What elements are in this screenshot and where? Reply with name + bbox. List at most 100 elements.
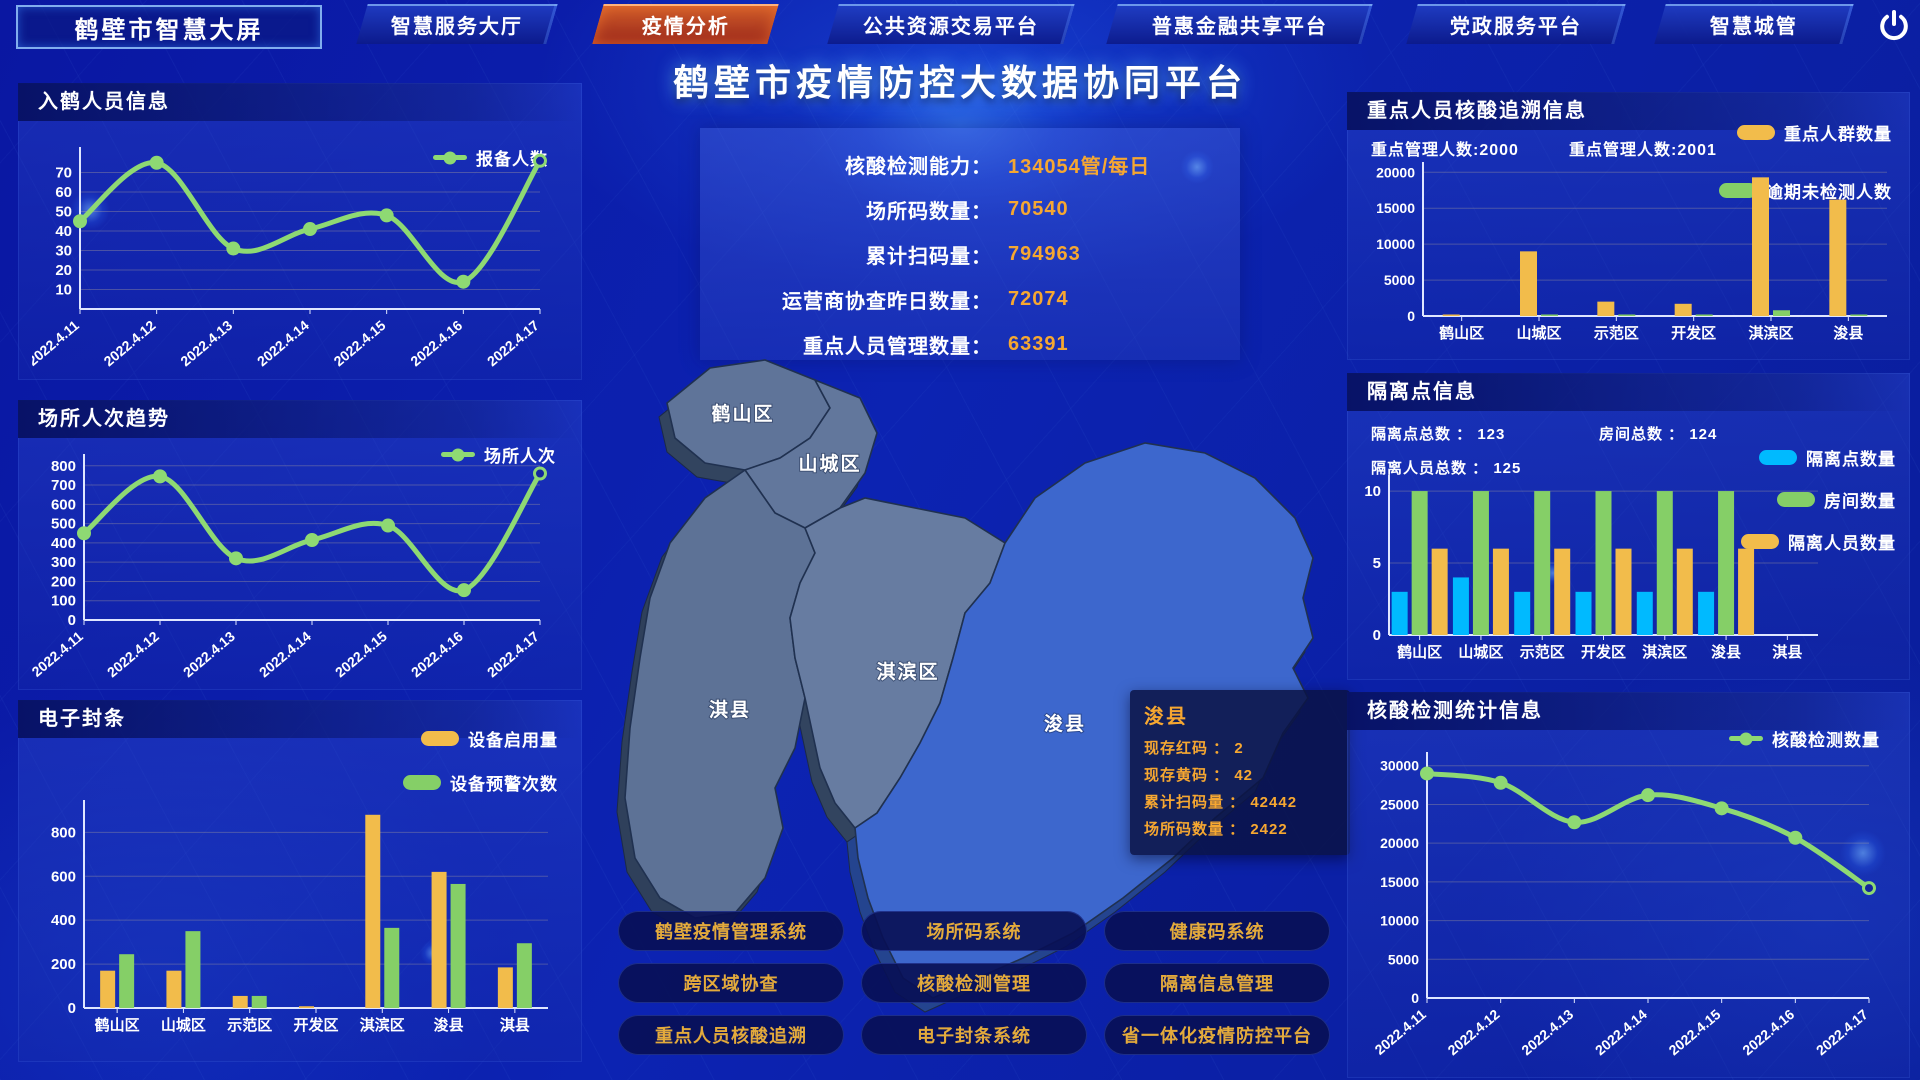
svg-text:2022.4.12: 2022.4.12 (101, 317, 159, 369)
bar-legend-glyph (1777, 492, 1815, 507)
panel-key-person-trace: 重点人员核酸追溯信息 重点管理人数:2000 重点管理人数:2001 重点人群数… (1347, 92, 1910, 360)
btn-key-person-trace[interactable]: 重点人员核酸追溯 (618, 1015, 844, 1055)
stat-value: 70540 (1008, 198, 1069, 220)
svg-text:20: 20 (55, 262, 72, 279)
chart-venue-visits: 0 100 200 300 400 500 600 700 800 2022.4.11 2022.4… (32, 454, 547, 680)
svg-text:400: 400 (51, 535, 76, 552)
btn-cross-region-check[interactable]: 跨区域协查 (618, 963, 844, 1003)
svg-text:20000: 20000 (1376, 164, 1415, 180)
svg-text:浚县: 浚县 (1044, 712, 1086, 735)
tab-smart-service-hall[interactable]: 智慧服务大厅 (356, 4, 558, 44)
stat-label: 运营商协查昨日数量： (782, 291, 992, 313)
svg-text:5000: 5000 (1388, 951, 1419, 967)
panel-title: 隔离点信息 (1347, 373, 1910, 411)
stat-label: 核酸检测能力： (845, 156, 992, 178)
svg-text:2022.4.11: 2022.4.11 (32, 317, 82, 369)
svg-text:开发区: 开发区 (1671, 324, 1716, 342)
power-icon[interactable] (1876, 8, 1912, 44)
svg-text:10000: 10000 (1380, 913, 1419, 929)
btn-venue-code-system[interactable]: 场所码系统 (861, 911, 1087, 951)
svg-text:开发区: 开发区 (293, 1016, 338, 1034)
svg-text:300: 300 (51, 554, 76, 571)
svg-text:2022.4.11: 2022.4.11 (32, 628, 86, 680)
tooltip-title: 浚县 (1144, 706, 1188, 728)
svg-text:2022.4.17: 2022.4.17 (1813, 1006, 1871, 1058)
svg-text:浚县: 浚县 (1711, 643, 1741, 661)
btn-epidemic-mgmt-system[interactable]: 鹤壁疫情管理系统 (618, 911, 844, 951)
svg-text:2022.4.17: 2022.4.17 (484, 628, 542, 680)
svg-text:0: 0 (1407, 308, 1415, 324)
legend-overdue: 逾期未检测人数 (1719, 178, 1892, 203)
stat-label: 累计扫码量： (866, 246, 992, 268)
svg-text:鹤山区: 鹤山区 (1439, 324, 1484, 342)
svg-text:淇县: 淇县 (709, 698, 751, 721)
legend-key-group: 重点人群数量 (1737, 120, 1892, 145)
btn-eseal-system[interactable]: 电子封条系统 (861, 1015, 1087, 1055)
svg-text:0: 0 (1411, 990, 1419, 1006)
svg-text:2022.4.15: 2022.4.15 (331, 317, 389, 369)
svg-text:10: 10 (1364, 483, 1381, 500)
svg-text:鹤山区: 鹤山区 (95, 1016, 140, 1034)
stat-value: 72074 (1008, 288, 1069, 310)
svg-text:800: 800 (51, 458, 76, 475)
panel-title: 重点人员核酸追溯信息 (1347, 92, 1910, 130)
svg-text:2022.4.14: 2022.4.14 (256, 628, 314, 680)
bar-legend-glyph (1719, 183, 1757, 198)
stat-managed-count-2: 重点管理人数:2001 (1569, 142, 1717, 159)
chart-nucleic-test-stats: 0 5000 10000 15000 20000 25000 30000 2022.4.11 2… (1372, 752, 1876, 1058)
stat-person-total: 隔离人员总数 ： 125 (1371, 460, 1522, 477)
tab-public-resource-trading[interactable]: 公共资源交易平台 (827, 4, 1075, 44)
svg-text:2022.4.14: 2022.4.14 (254, 317, 312, 369)
svg-text:700: 700 (51, 477, 76, 494)
page-title: 鹤壁市疫情防控大数据协同平台 (672, 62, 1247, 103)
svg-text:鹤山区: 鹤山区 (1397, 643, 1442, 661)
panel-title: 电子封条 (18, 700, 582, 738)
summary-stats-panel: 核酸检测能力： 134054管/每日 场所码数量： 70540 累计扫码量： 7949… (700, 128, 1240, 360)
legend-quarantine-points: 隔离点数量 (1759, 445, 1896, 470)
svg-text:600: 600 (51, 496, 76, 513)
svg-text:2022.4.12: 2022.4.12 (1445, 1006, 1503, 1058)
chart-quarantine-points: 0 5 10 鹤山区 山城区 示范区 开发区 淇滨区 浚县 淇县 (1364, 475, 1818, 661)
svg-text:200: 200 (51, 956, 76, 973)
tab-smart-urban-mgmt[interactable]: 智慧城管 (1654, 4, 1854, 44)
stat-value: 63391 (1008, 333, 1069, 355)
svg-text:淇滨区: 淇滨区 (1642, 643, 1687, 661)
svg-text:30: 30 (55, 243, 72, 260)
line-legend-glyph (441, 448, 475, 461)
svg-text:淇县: 淇县 (1772, 643, 1802, 661)
legend-rooms: 房间数量 (1777, 487, 1896, 512)
svg-text:100: 100 (51, 593, 76, 610)
tooltip-row: 现存黄码 ： 42 (1144, 767, 1254, 784)
svg-text:示范区: 示范区 (1520, 643, 1565, 661)
stat-row: 核酸检测能力： 134054管/每日 (700, 142, 1240, 187)
btn-provincial-platform[interactable]: 省一体化疫情防控平台 (1104, 1015, 1330, 1055)
btn-nucleic-test-mgmt[interactable]: 核酸检测管理 (861, 963, 1087, 1003)
legend-device-alerts: 设备预警次数 (403, 770, 558, 795)
tab-inclusive-finance[interactable]: 普惠金融共享平台 (1106, 4, 1373, 44)
svg-text:2022.4.16: 2022.4.16 (408, 628, 466, 680)
chart-incoming-persons: 10 20 30 40 50 60 70 2022.4.11 2022.4.12 2022.4.1… (32, 147, 547, 369)
svg-text:40: 40 (55, 223, 72, 240)
tab-epidemic-analysis[interactable]: 疫情分析 (592, 4, 779, 44)
stat-row: 运营商协查昨日数量： 72074 (700, 277, 1240, 322)
tab-party-gov-service[interactable]: 党政服务平台 (1406, 4, 1626, 44)
btn-quarantine-info-mgmt[interactable]: 隔离信息管理 (1104, 963, 1330, 1003)
app-logo: 鹤壁市智慧大屏 (16, 5, 322, 49)
svg-text:500: 500 (51, 516, 76, 533)
svg-text:50: 50 (55, 204, 72, 221)
panel-venue-visits: 场所人次趋势 场所人次 0 100 200 300 400 500 600 700 800 202… (18, 400, 582, 690)
panel-nucleic-test-stats: 核酸检测统计信息 核酸检测数量 0 5000 10000 15000 20000 2500… (1347, 692, 1910, 1078)
stat-room-total: 房间总数 ： 124 (1599, 426, 1718, 443)
svg-text:2022.4.15: 2022.4.15 (1666, 1006, 1724, 1058)
svg-text:2022.4.13: 2022.4.13 (1518, 1006, 1576, 1058)
btn-health-code-system[interactable]: 健康码系统 (1104, 911, 1330, 951)
svg-text:200: 200 (51, 573, 76, 590)
svg-text:400: 400 (51, 912, 76, 929)
svg-text:2022.4.17: 2022.4.17 (484, 317, 542, 369)
panel-title: 场所人次趋势 (18, 400, 582, 438)
svg-text:2022.4.13: 2022.4.13 (177, 317, 235, 369)
svg-text:鹤山区: 鹤山区 (711, 402, 774, 425)
bar-legend-glyph (1737, 125, 1775, 140)
svg-text:淇滨区: 淇滨区 (360, 1016, 405, 1034)
